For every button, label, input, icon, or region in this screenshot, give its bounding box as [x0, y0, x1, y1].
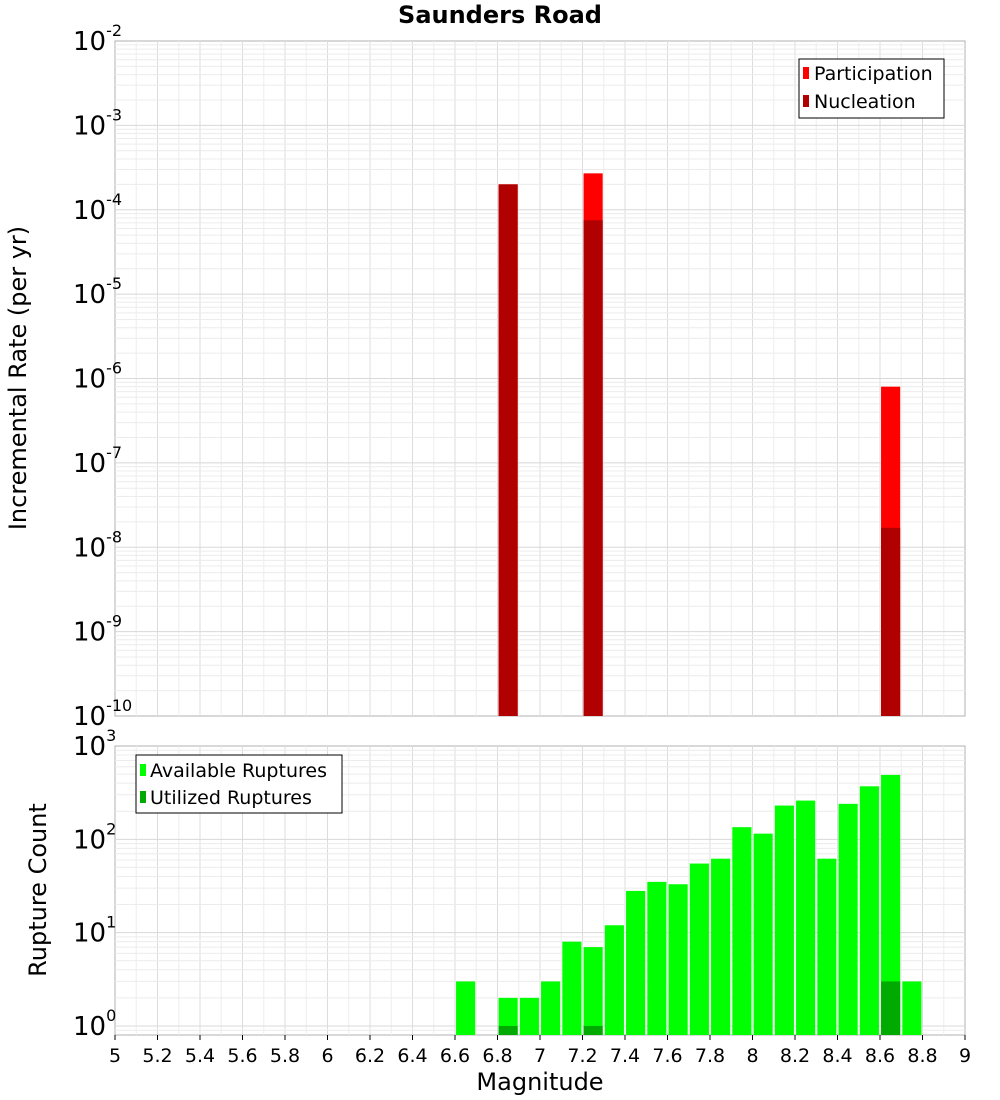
bar-utilized-ruptures — [583, 1025, 603, 1035]
bar-available-ruptures — [838, 803, 858, 1035]
x-axis-label: Magnitude — [476, 1068, 603, 1096]
bar-nucleation — [881, 527, 901, 716]
bar-available-ruptures — [796, 800, 816, 1035]
bar-available-ruptures — [689, 863, 709, 1035]
x-tick-label: 8.8 — [907, 1045, 937, 1067]
count-y-axis-label: Rupture Count — [24, 803, 52, 977]
x-tick-label: 5.4 — [185, 1045, 215, 1067]
x-tick-label: 7.4 — [610, 1045, 640, 1067]
bar-available-ruptures — [817, 858, 837, 1035]
rate-y-tick-labels: 10-10 10-9 10-8 10-7 10-6 10-5 10-4 10-3 10-2 — [73, 21, 132, 732]
rate-grid — [115, 41, 965, 716]
rate-legend: Participation Nucleation — [798, 58, 945, 119]
rate-legend-box — [798, 58, 945, 119]
count-legend: Available Ruptures Utilized Ruptures — [135, 754, 343, 814]
bar-available-ruptures — [859, 786, 879, 1035]
y-tick-label: 10-2 — [73, 21, 122, 57]
bar-available-ruptures — [647, 881, 667, 1035]
bar-available-ruptures — [668, 884, 688, 1035]
rate-y-axis-label: Incremental Rate (per yr) — [4, 226, 32, 530]
y-tick-label: 10-4 — [73, 190, 122, 226]
x-tick-label: 7.8 — [695, 1045, 725, 1067]
x-tick-label: 5.2 — [142, 1045, 172, 1067]
x-tick-label: 5 — [109, 1045, 121, 1067]
y-tick-label: 10-9 — [73, 612, 122, 648]
x-tick-label: 8.4 — [822, 1045, 852, 1067]
x-tick-label: 5.6 — [227, 1045, 257, 1067]
bar-available-ruptures — [583, 947, 603, 1035]
rate-panel: 10-10 10-9 10-8 10-7 10-6 10-5 10-4 10-3 10-2 In… — [4, 21, 966, 732]
chart-title: Saunders Road — [398, 1, 602, 29]
utilized-legend-label: Utilized Ruptures — [150, 787, 312, 809]
x-tick-label: 6.4 — [397, 1045, 427, 1067]
bar-utilized-ruptures — [881, 981, 901, 1035]
y-tick-label: 10-10 — [73, 696, 132, 732]
y-tick-label: 10-3 — [73, 105, 122, 141]
x-tick-label: 7.2 — [567, 1045, 597, 1067]
bar-available-ruptures — [498, 997, 518, 1035]
nucleation-legend-label: Nucleation — [814, 91, 916, 113]
magnitude-tick-labels: 5 5.2 5.4 5.6 5.8 6 6.2 6.4 6.6 6.8 7 7.2 7.4 7.6 7.8 8… — [109, 1035, 971, 1067]
y-tick-label: 103 — [73, 726, 116, 762]
x-tick-label: 8.6 — [865, 1045, 895, 1067]
y-tick-label: 10-5 — [73, 274, 122, 310]
bar-available-ruptures — [774, 805, 794, 1035]
x-tick-label: 6 — [321, 1045, 333, 1067]
y-tick-label: 10-8 — [73, 527, 122, 563]
x-tick-label: 6.8 — [482, 1045, 512, 1067]
bar-available-ruptures — [604, 925, 624, 1035]
x-tick-label: 8.2 — [780, 1045, 810, 1067]
utilized-legend-swatch — [140, 791, 146, 803]
available-legend-swatch — [140, 764, 146, 776]
x-tick-label: 5.8 — [270, 1045, 300, 1067]
bar-available-ruptures — [541, 981, 561, 1035]
nucleation-legend-swatch — [803, 95, 809, 107]
bar-available-ruptures — [732, 827, 752, 1035]
x-tick-label: 7 — [534, 1045, 546, 1067]
x-tick-label: 9 — [959, 1045, 971, 1067]
x-tick-label: 6.6 — [440, 1045, 470, 1067]
participation-legend-swatch — [803, 67, 809, 79]
count-legend-box — [135, 754, 343, 814]
bar-available-ruptures — [519, 997, 539, 1035]
bar-available-ruptures — [626, 890, 646, 1035]
y-tick-label: 100 — [73, 1006, 116, 1042]
participation-legend-label: Participation — [814, 63, 933, 85]
bar-available-ruptures — [711, 858, 731, 1035]
x-tick-label: 6.2 — [355, 1045, 385, 1067]
y-tick-label: 10-6 — [73, 359, 122, 395]
bar-utilized-ruptures — [498, 1025, 518, 1035]
bar-available-ruptures — [456, 981, 476, 1035]
available-legend-label: Available Ruptures — [150, 760, 327, 782]
count-y-tick-labels: 100 101 102 103 — [73, 726, 116, 1042]
bar-nucleation — [498, 184, 518, 717]
x-tick-label: 8 — [746, 1045, 758, 1067]
y-tick-label: 102 — [73, 819, 116, 855]
bar-available-ruptures — [902, 981, 922, 1035]
x-tick-label: 7.6 — [652, 1045, 682, 1067]
count-panel: 100 101 102 103 Rupture Count 5 5.2 5.4 5.6 5.8… — [24, 726, 971, 1096]
y-tick-label: 101 — [73, 913, 116, 949]
count-bars — [456, 774, 922, 1035]
bar-available-ruptures — [753, 833, 773, 1035]
bar-available-ruptures — [562, 941, 582, 1035]
bar-nucleation — [583, 220, 603, 717]
y-tick-label: 10-7 — [73, 443, 122, 479]
rate-bars — [498, 173, 901, 717]
bar-available-ruptures — [881, 774, 901, 1035]
